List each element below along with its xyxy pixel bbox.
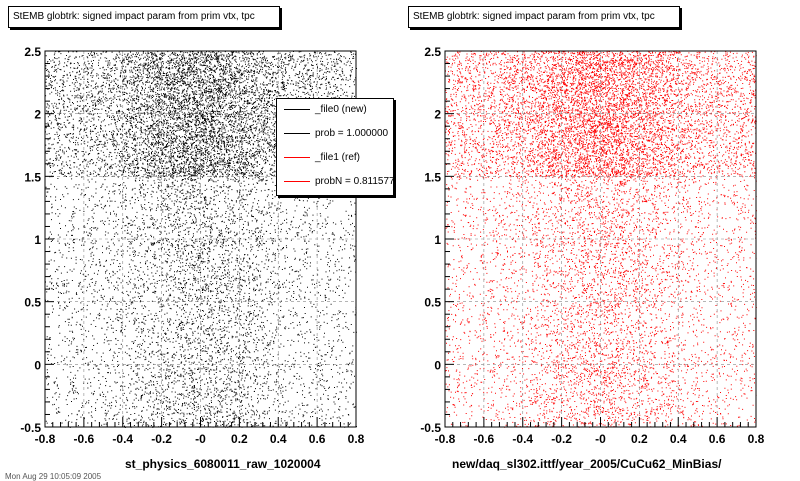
footer-timestamp: Mon Aug 29 10:05:09 2005 (5, 472, 102, 481)
legend-line-file1 (284, 157, 310, 158)
x-tick-label-1-8: 0.8 (748, 432, 765, 446)
scatter-points-0-0 (45, 51, 357, 428)
left-plot-title: StEMB globtrk: signed impact param from … (8, 6, 280, 28)
scatter-series-1-0 (445, 51, 757, 428)
x-tick-label-0-6: 0.4 (270, 432, 287, 446)
y-tick-label-0-4: 1.5 (24, 170, 41, 184)
right-x-caption: new/daq_sl302.ittf/year_2005/CuCu62_MinB… (452, 457, 722, 471)
y-tick-label-0-6: 2.5 (24, 45, 41, 59)
legend-label-prob: prob = 1.000000 (315, 128, 389, 139)
legend: _file0 (new) prob = 1.000000 _file1 (ref… (276, 98, 394, 196)
x-tick-label-0-8: 0.8 (348, 432, 365, 446)
x-tick-label-0-2: -0.4 (112, 432, 133, 446)
legend-line-prob (284, 133, 310, 134)
y-tick-label-1-3: 1 (434, 233, 441, 247)
x-tick-label-1-0: -0.8 (435, 432, 456, 446)
y-tick-label-0-3: 1 (34, 233, 41, 247)
x-tick-label-1-3: -0.2 (551, 432, 572, 446)
x-tick-label-0-3: -0.2 (151, 432, 172, 446)
x-tick-label-1-1: -0.6 (474, 432, 495, 446)
plot-panel-1: -0.8 -0.6 -0.4 -0.2 -0 0.2 0.4 0.6 0.8 -0.5 0 0.5 1 1… (420, 45, 764, 446)
y-tick-label-1-2: 0.5 (424, 296, 441, 310)
right-plot-title: StEMB globtrk: signed impact param from … (408, 6, 680, 28)
x-tick-label-0-5: 0.2 (231, 432, 248, 446)
x-tick-label-1-4: -0 (595, 432, 606, 446)
y-tick-label-1-4: 1.5 (424, 170, 441, 184)
left-x-caption: st_physics_6080011_raw_1020004 (125, 457, 321, 471)
x-tick-label-0-1: -0.6 (74, 432, 95, 446)
legend-label-file1: _file1 (ref) (315, 152, 361, 163)
y-tick-label-0-5: 2 (34, 108, 41, 122)
y-tick-label-0-0: -0.5 (20, 421, 41, 435)
x-tick-label-1-6: 0.4 (670, 432, 687, 446)
x-tick-label-1-7: 0.6 (709, 432, 726, 446)
scatter-series-0-0 (45, 51, 357, 428)
x-tick-label-1-5: 0.2 (631, 432, 648, 446)
x-tick-label-0-4: -0 (195, 432, 206, 446)
legend-entry-file1: _file1 (ref) (277, 147, 393, 169)
legend-entry-file0: _file0 (new) (277, 99, 393, 121)
legend-label-file0: _file0 (new) (315, 104, 367, 115)
y-tick-label-1-5: 2 (434, 108, 441, 122)
legend-entry-probn: probN = 0.811577 (277, 171, 394, 193)
y-tick-label-1-6: 2.5 (424, 45, 441, 59)
scatter-points-1-0 (445, 51, 757, 428)
y-tick-label-1-0: -0.5 (420, 421, 441, 435)
legend-line-probn (284, 181, 310, 182)
legend-line-file0 (284, 109, 310, 110)
legend-entry-prob: prob = 1.000000 (277, 123, 393, 145)
y-tick-label-1-1: 0 (434, 358, 441, 372)
legend-label-probn: probN = 0.811577 (315, 176, 394, 187)
x-tick-label-0-0: -0.8 (35, 432, 56, 446)
x-tick-label-0-7: 0.6 (309, 432, 326, 446)
y-tick-label-0-1: 0 (34, 358, 41, 372)
x-tick-label-1-2: -0.4 (512, 432, 533, 446)
y-tick-label-0-2: 0.5 (24, 296, 41, 310)
